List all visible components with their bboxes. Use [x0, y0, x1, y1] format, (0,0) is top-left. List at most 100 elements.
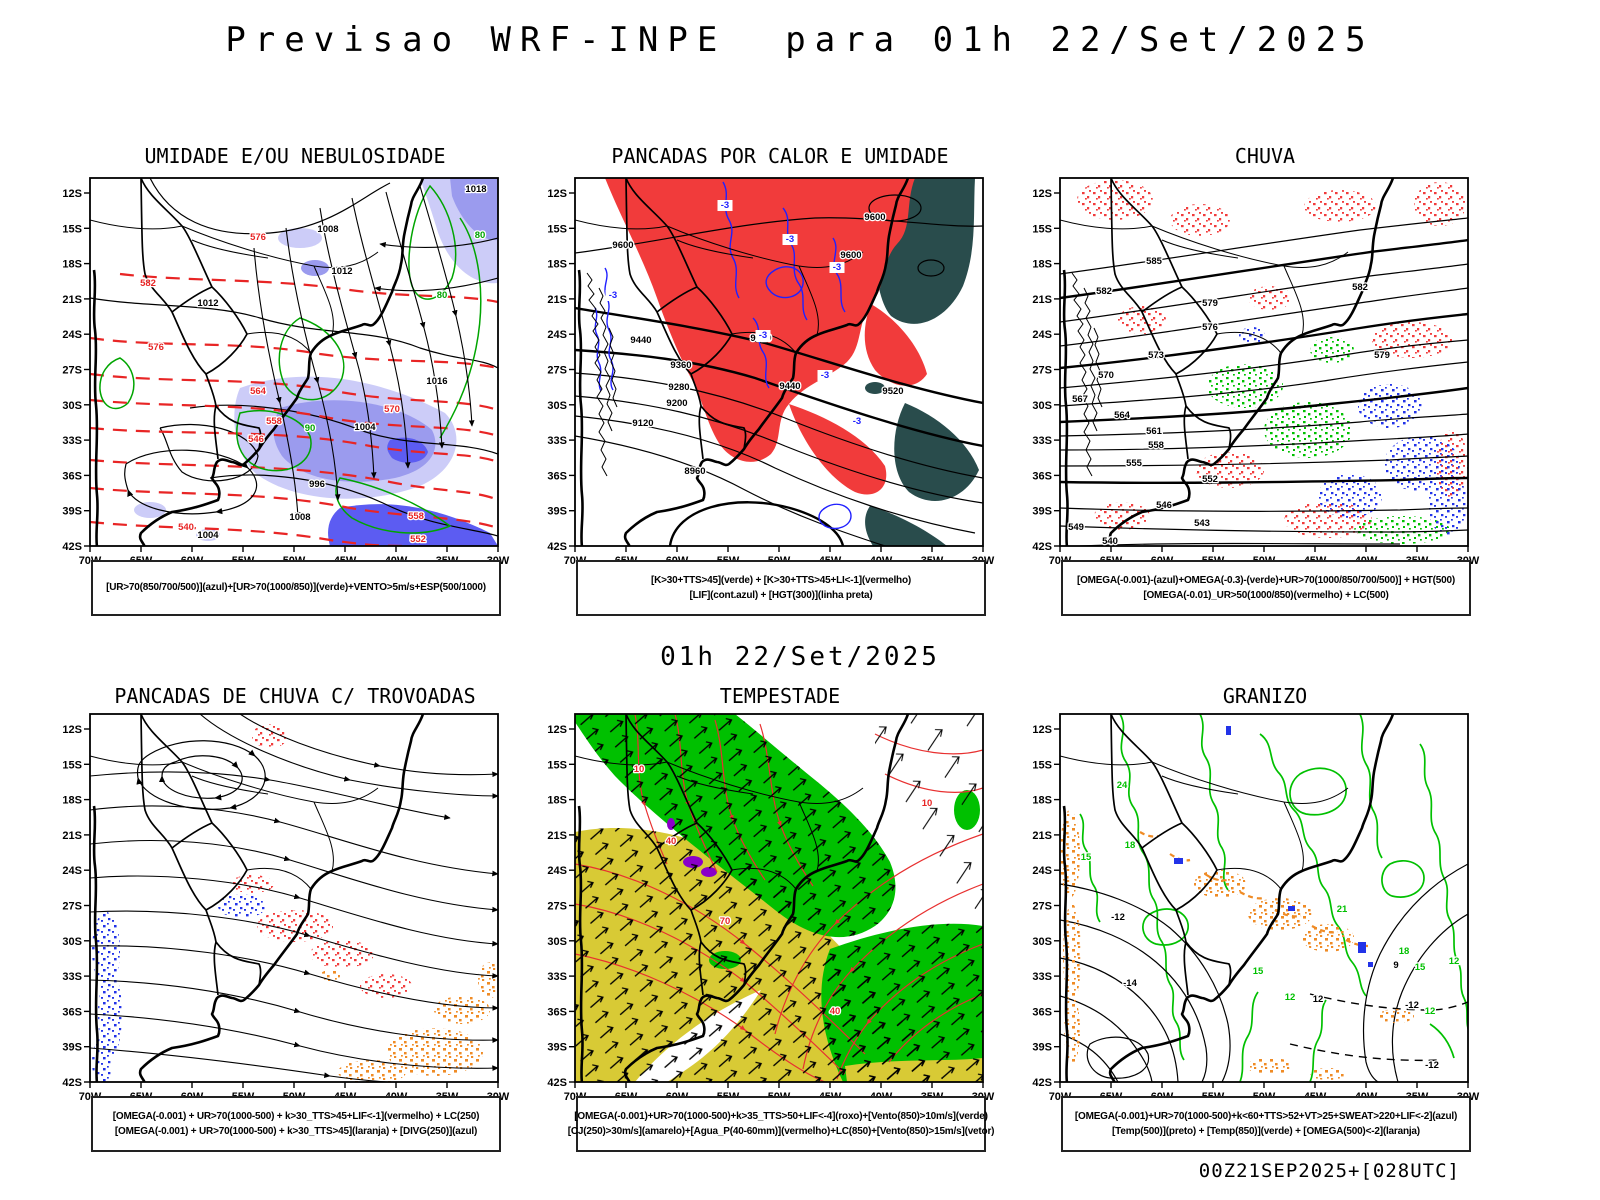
svg-text:12S: 12S: [547, 188, 567, 200]
svg-text:21S: 21S: [547, 830, 567, 842]
svg-text:42S: 42S: [62, 541, 82, 553]
svg-text:42S: 42S: [1032, 1077, 1052, 1089]
caption-line: [UR>70(850/700/500)](azul)+[UR>70(1000/8…: [106, 582, 486, 594]
svg-text:558: 558: [1148, 440, 1164, 451]
svg-text:30S: 30S: [547, 936, 567, 948]
svg-text:33S: 33S: [62, 971, 82, 983]
panel-title-chuva: CHUVA: [1234, 144, 1296, 168]
svg-text:9600: 9600: [612, 240, 633, 251]
svg-text:12: 12: [1449, 956, 1460, 967]
map-chuva: 12S15S18S21S24S27S30S33S36S39S42S70W65W6…: [1032, 177, 1480, 567]
svg-text:27S: 27S: [62, 365, 82, 377]
page-title: Previsao WRF-INPE para 01h 22/Set/2025: [225, 20, 1375, 60]
svg-text:33S: 33S: [547, 971, 567, 983]
model-run-stamp: 00Z21SEP2025+[028UTC]: [1198, 1160, 1460, 1182]
map-content: [1060, 714, 1468, 1082]
svg-text:30S: 30S: [547, 400, 567, 412]
panel-title-pancadas-calor: PANCADAS POR CALOR E UMIDADE: [611, 144, 949, 168]
svg-text:21S: 21S: [547, 294, 567, 306]
svg-text:12S: 12S: [547, 724, 567, 736]
map-tempestade: 12S15S18S21S24S27S30S33S36S39S42S70W65W6…: [547, 713, 995, 1103]
svg-text:21S: 21S: [62, 830, 82, 842]
caption-pancadas-calor: [K>30+TTS>45](verde) + [K>30+TTS>45+LI<-…: [576, 560, 986, 616]
svg-text:561: 561: [1146, 426, 1163, 437]
svg-text:18S: 18S: [547, 795, 567, 807]
svg-text:21S: 21S: [1032, 830, 1052, 842]
svg-text:24S: 24S: [547, 865, 567, 877]
svg-text:582: 582: [1096, 286, 1112, 297]
svg-text:18S: 18S: [547, 259, 567, 271]
svg-text:42S: 42S: [1032, 541, 1052, 553]
svg-text:10: 10: [922, 798, 933, 809]
svg-text:1008: 1008: [289, 512, 310, 523]
svg-text:42S: 42S: [547, 1077, 567, 1089]
svg-text:8960: 8960: [684, 466, 705, 477]
svg-text:36S: 36S: [62, 1006, 82, 1018]
svg-text:540: 540: [1102, 536, 1118, 547]
svg-text:27S: 27S: [547, 365, 567, 377]
svg-text:9440: 9440: [779, 381, 800, 392]
svg-text:576: 576: [1202, 322, 1218, 333]
svg-text:36S: 36S: [1032, 1006, 1052, 1018]
panel-title-tempestade: TEMPESTADE: [719, 684, 841, 708]
svg-text:1004: 1004: [197, 530, 219, 541]
caption-trovoadas: [OMEGA(-0.001) + UR>70(1000-500) + k>30_…: [91, 1096, 501, 1152]
svg-text:33S: 33S: [1032, 435, 1052, 447]
svg-text:-3: -3: [721, 200, 729, 211]
svg-text:558: 558: [266, 416, 282, 427]
svg-text:24S: 24S: [1032, 329, 1052, 341]
svg-text:30S: 30S: [62, 936, 82, 948]
caption-tempestade: [OMEGA(-0.001)+UR>70(1000-500)+k>35_TTS>…: [568, 1096, 994, 1152]
svg-text:1016: 1016: [426, 376, 447, 387]
svg-text:9600: 9600: [840, 250, 861, 261]
svg-text:12S: 12S: [62, 188, 82, 200]
svg-text:-14: -14: [1123, 978, 1137, 989]
svg-text:546: 546: [248, 434, 264, 445]
svg-text:27S: 27S: [547, 901, 567, 913]
svg-text:570: 570: [1098, 370, 1114, 381]
svg-text:546: 546: [1156, 500, 1172, 511]
map-umidade: 12S15S18S21S24S27S30S33S36S39S42S70W65W6…: [62, 177, 510, 567]
svg-text:564: 564: [1114, 410, 1131, 421]
svg-text:39S: 39S: [62, 506, 82, 518]
svg-text:18S: 18S: [1032, 795, 1052, 807]
svg-text:540: 540: [178, 522, 194, 533]
svg-text:1004: 1004: [354, 422, 376, 433]
svg-text:24S: 24S: [547, 329, 567, 341]
svg-text:996: 996: [309, 479, 325, 490]
svg-text:24S: 24S: [1032, 865, 1052, 877]
svg-text:12: 12: [1285, 992, 1296, 1003]
svg-text:39S: 39S: [1032, 1042, 1052, 1054]
svg-text:27S: 27S: [1032, 365, 1052, 377]
svg-text:24: 24: [1117, 780, 1128, 791]
svg-text:36S: 36S: [1032, 470, 1052, 482]
svg-text:36S: 36S: [62, 470, 82, 482]
svg-text:1008: 1008: [317, 224, 338, 235]
map-content: [575, 178, 983, 546]
svg-text:21S: 21S: [1032, 294, 1052, 306]
svg-text:39S: 39S: [62, 1042, 82, 1054]
svg-text:33S: 33S: [62, 435, 82, 447]
svg-text:42S: 42S: [547, 541, 567, 553]
svg-text:39S: 39S: [547, 506, 567, 518]
svg-text:24S: 24S: [62, 329, 82, 341]
svg-text:24S: 24S: [62, 865, 82, 877]
svg-text:543: 543: [1194, 518, 1210, 529]
svg-text:576: 576: [148, 342, 164, 353]
svg-text:15: 15: [1081, 852, 1092, 863]
svg-text:70: 70: [720, 916, 731, 927]
caption-granizo: [OMEGA(-0.001)+UR>70(1000-500)+k<60+TTS>…: [1061, 1096, 1471, 1152]
svg-text:564: 564: [250, 386, 267, 397]
caption-line: [OMEGA(-0.01)_UR>50(1000/850)(vermelho) …: [1143, 590, 1389, 601]
svg-text:12S: 12S: [1032, 188, 1052, 200]
svg-text:10: 10: [634, 764, 645, 775]
svg-text:-3: -3: [786, 234, 794, 245]
svg-text:18: 18: [1399, 946, 1410, 957]
svg-text:40: 40: [666, 836, 677, 847]
svg-text:579: 579: [1374, 350, 1390, 361]
svg-text:582: 582: [140, 278, 156, 289]
svg-text:21S: 21S: [62, 294, 82, 306]
svg-text:579: 579: [1202, 298, 1218, 309]
svg-text:9520: 9520: [882, 386, 903, 397]
